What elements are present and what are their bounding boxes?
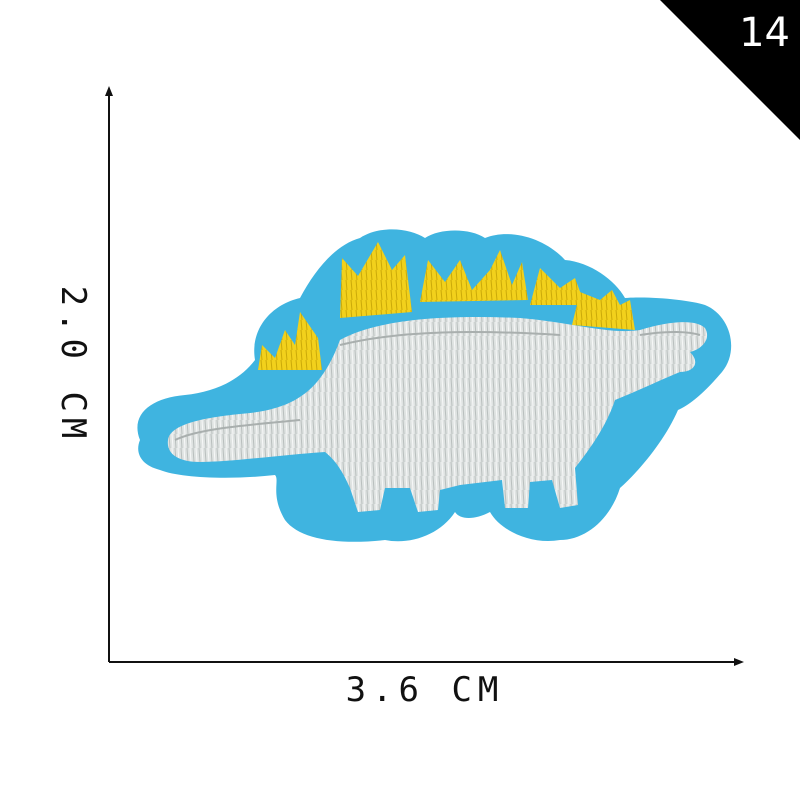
badge-number: 14 [739, 10, 790, 56]
dorsal-plates [258, 242, 635, 370]
dinosaur-body [167, 317, 708, 512]
body-outline [174, 331, 701, 441]
corner-badge [660, 0, 800, 140]
width-dimension-label: 3.6 CM [345, 670, 505, 710]
vertical-axis-arrowhead [105, 86, 113, 96]
horizontal-axis-arrowhead [734, 658, 744, 666]
